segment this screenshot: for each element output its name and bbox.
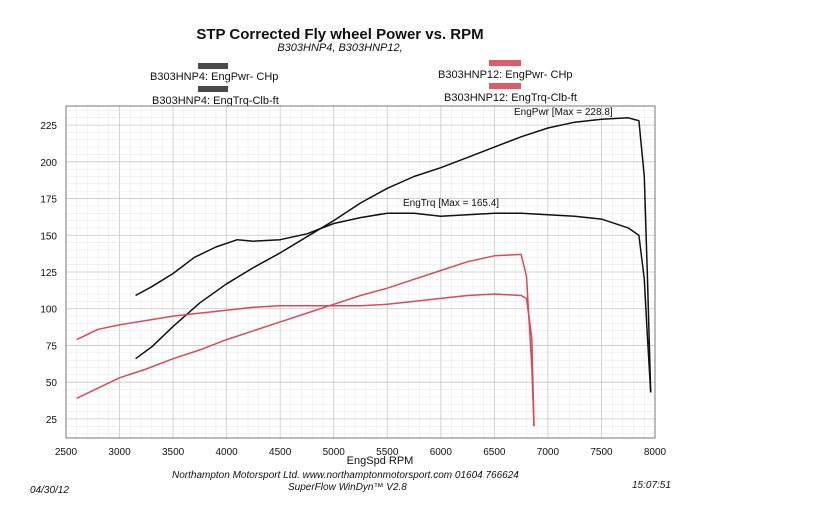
x-tick-label: 7000 [537, 447, 560, 458]
series-line-1 [135, 212, 652, 393]
annotation-engtrq-max: EngTrq [Max = 165.4] [403, 198, 499, 209]
legend-label-hnp4-trq: B303HNP4: EngTrq-Clb-ft [152, 95, 279, 107]
legend-swatch-hnp12-pwr [489, 60, 521, 66]
legend-label-hnp4-pwr: B303HNP4: EngPwr- CHp [150, 71, 279, 83]
y-tick-label: 50 [46, 378, 58, 389]
series-line-0 [135, 117, 652, 393]
x-tick-label: 6000 [430, 447, 453, 458]
x-tick-label: 5000 [323, 447, 346, 458]
x-tick-label: 4500 [269, 447, 292, 458]
series-line-3 [76, 293, 535, 427]
footer-time: 15:07:51 [632, 480, 671, 491]
x-tick-label: 3500 [162, 447, 185, 458]
plot-frame [65, 105, 656, 439]
legend-label-hnp12-pwr: B303HNP12: EngPwr- CHp [438, 69, 573, 81]
x-tick-label: 5500 [376, 447, 399, 458]
legend-swatch-hnp12-trq [489, 83, 521, 89]
y-tick-label: 100 [40, 305, 57, 316]
y-tick-label: 175 [40, 195, 57, 206]
footer-company: Northampton Motorsport Ltd. www.northamp… [172, 470, 519, 481]
y-tick-label: 25 [46, 415, 58, 426]
x-tick-label: 7500 [590, 447, 613, 458]
legend-swatch-hnp4-pwr [198, 63, 228, 69]
footer-software: SuperFlow WinDyn™ V2.8 [288, 482, 407, 493]
y-tick-label: 150 [40, 231, 57, 242]
legend-label-hnp12-trq: B303HNP12: EngTrq-Clb-ft [444, 92, 577, 104]
x-tick-label: 8000 [644, 447, 667, 458]
footer-date: 04/30/12 [30, 485, 69, 496]
y-tick-label: 200 [40, 158, 57, 169]
legend-swatch-hnp4-trq [198, 86, 228, 92]
annotation-engpwr-max: EngPwr [Max = 228.8] [514, 107, 613, 118]
x-axis-label: EngSpd RPM [347, 455, 414, 467]
chart-title: STP Corrected Fly wheel Power vs. RPM [196, 26, 484, 43]
x-tick-label: 6500 [483, 447, 506, 458]
y-tick-label: 75 [46, 341, 58, 352]
y-tick-label: 125 [40, 268, 57, 279]
x-tick-label: 2500 [55, 447, 78, 458]
x-tick-label: 3000 [108, 447, 131, 458]
x-tick-label: 4000 [216, 447, 239, 458]
chart-subtitle: B303HNP4, B303HNP12, [277, 42, 403, 54]
series-line-2 [76, 253, 535, 427]
y-tick-label: 225 [40, 121, 57, 132]
